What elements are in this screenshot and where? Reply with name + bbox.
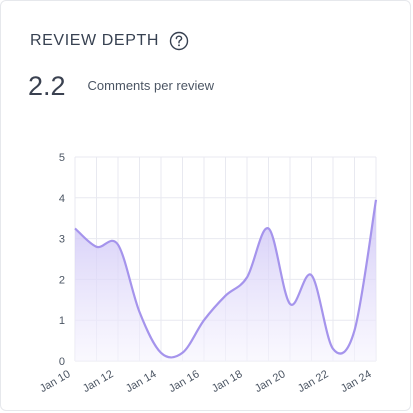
y-tick-label: 1 [59,315,65,327]
x-tick-label: Jan 10 [38,368,73,395]
y-tick-label: 5 [59,152,65,164]
y-tick-label: 0 [59,356,65,368]
chart-container: 0 1 2 3 4 5 Jan 10 Jan 12 Jan 14 Jan 16 Jan 18 Jan … [1,141,410,410]
metric-summary: 2.2 Comments per review [28,71,214,102]
question-circle-icon[interactable] [169,31,189,51]
y-tick-label: 4 [59,193,65,205]
card-header: REVIEW DEPTH [30,29,189,53]
x-tick-label: Jan 16 [167,368,202,395]
x-tick-label: Jan 22 [296,368,331,395]
metric-value: 2.2 [28,71,66,101]
x-tick-label: Jan 24 [339,368,374,395]
x-tick-label: Jan 12 [81,368,116,395]
series-area [75,199,376,361]
x-tick-label: Jan 14 [124,368,159,395]
card-title: REVIEW DEPTH [30,32,159,49]
area-chart: 0 1 2 3 4 5 Jan 10 Jan 12 Jan 14 Jan 16 Jan 18 Jan … [38,152,378,395]
y-tick-label: 2 [59,274,65,286]
metric-label: Comments per review [87,78,214,93]
series-line [74,199,378,359]
x-tick-label: Jan 18 [210,368,245,395]
x-tick-label: Jan 20 [253,368,288,395]
y-tick-label: 3 [59,234,65,246]
